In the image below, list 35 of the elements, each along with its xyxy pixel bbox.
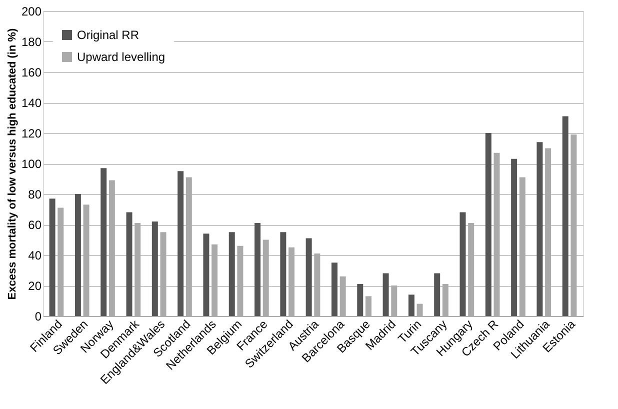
y-tick-label: 120 [21,126,42,140]
y-tick-label: 80 [28,188,42,202]
y-tick-label: 100 [21,157,42,171]
bar [126,212,132,316]
y-tick-label: 20 [28,279,42,293]
bar [434,273,440,316]
bar [562,116,568,316]
bar [100,168,107,316]
bar [485,133,492,316]
bar [178,171,184,316]
bar [49,198,56,316]
bar [280,232,286,316]
bar [228,232,235,316]
bar [203,234,210,316]
y-tick-label: 200 [21,4,42,18]
legend-label: Original RR [77,28,140,42]
y-tick-label: 40 [28,248,42,262]
y-tick-label: 160 [21,66,42,80]
y-tick-label: 140 [21,96,42,110]
bar [460,212,466,316]
bar [254,222,261,316]
bar [306,238,312,316]
y-tick-label: 0 [34,310,42,324]
bar [152,221,158,316]
bar [74,194,81,316]
bar [357,284,364,316]
y-axis-title: Excess mortality of low versus high educated (in %) [6,28,18,300]
bar [536,142,543,316]
legend-label: Upward levelling [77,50,166,64]
bar [408,294,414,316]
y-tick-label: 180 [21,35,42,49]
bar [331,262,338,316]
bar [511,158,518,316]
bar [382,273,389,316]
y-tick-label: 60 [28,218,42,232]
